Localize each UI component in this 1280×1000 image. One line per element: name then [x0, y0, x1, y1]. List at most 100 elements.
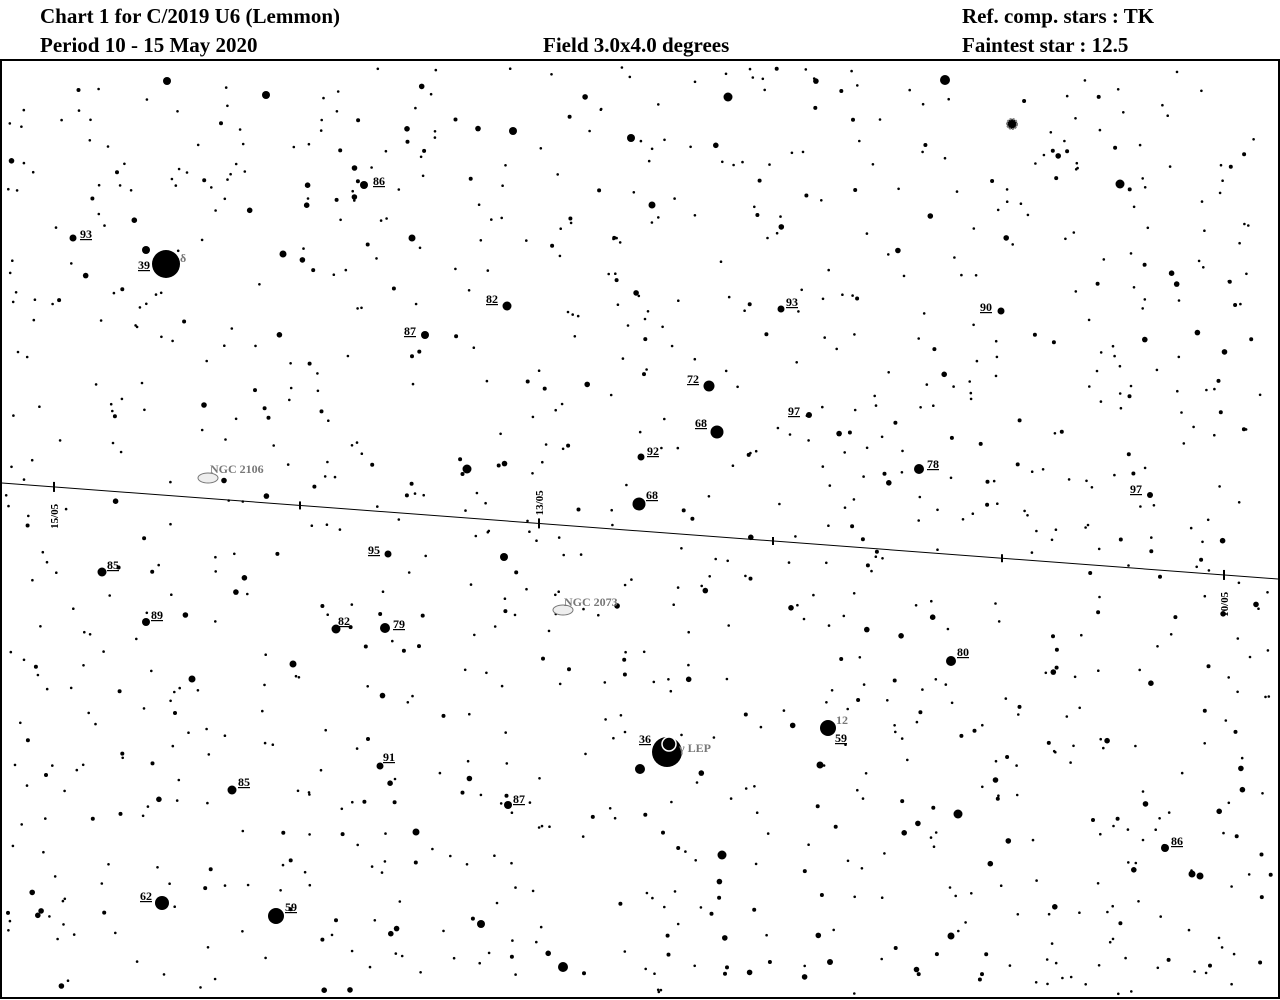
star	[1112, 824, 1115, 828]
star	[1169, 633, 1173, 636]
star	[112, 414, 117, 419]
star	[550, 73, 553, 76]
star	[118, 184, 122, 187]
star	[1097, 547, 1101, 551]
star	[490, 218, 493, 221]
star	[146, 805, 150, 808]
star	[322, 96, 325, 100]
star	[562, 553, 565, 557]
star	[1005, 200, 1009, 203]
star	[393, 777, 397, 781]
star	[694, 859, 697, 862]
star	[185, 171, 189, 174]
star	[294, 674, 298, 678]
star	[334, 918, 338, 923]
star	[1031, 838, 1035, 842]
star	[1175, 70, 1179, 74]
star	[321, 987, 328, 993]
star	[1115, 816, 1120, 821]
galaxy-marker	[552, 604, 574, 616]
bright-star	[289, 660, 297, 668]
star	[929, 836, 933, 839]
bright-star	[1188, 870, 1196, 878]
star	[208, 867, 213, 872]
star	[1208, 963, 1212, 968]
star	[614, 603, 620, 609]
star	[486, 269, 490, 272]
star	[145, 98, 149, 101]
star	[700, 584, 703, 588]
bright-star	[940, 75, 950, 85]
star	[893, 420, 898, 425]
star	[145, 302, 148, 306]
star	[266, 415, 271, 420]
star	[1131, 471, 1136, 476]
comparison-star-label: 82	[338, 614, 350, 628]
star	[1004, 697, 1008, 700]
star	[932, 347, 937, 352]
bright-star	[627, 134, 635, 142]
comparison-star	[777, 305, 785, 313]
star	[548, 825, 551, 828]
star	[1052, 904, 1058, 910]
star	[97, 212, 101, 216]
star	[590, 814, 595, 819]
star	[687, 663, 690, 667]
star	[452, 956, 456, 960]
star	[241, 575, 248, 581]
star	[677, 299, 680, 303]
star	[1015, 462, 1020, 467]
star	[1054, 176, 1059, 181]
star	[405, 139, 410, 144]
star	[717, 895, 722, 900]
star	[1159, 915, 1162, 918]
star	[1099, 400, 1103, 403]
star	[618, 241, 622, 244]
star	[819, 893, 824, 897]
star	[961, 518, 965, 521]
star	[1064, 237, 1067, 241]
bright-star	[477, 920, 485, 928]
star	[550, 243, 555, 248]
star	[1203, 229, 1206, 232]
star	[1154, 828, 1157, 831]
star	[1078, 706, 1081, 710]
star	[897, 187, 900, 191]
star	[145, 611, 149, 615]
star	[12, 414, 15, 417]
star	[936, 508, 939, 512]
star	[351, 165, 358, 171]
star	[308, 833, 311, 836]
star	[1117, 992, 1120, 996]
star	[90, 196, 95, 201]
star	[612, 736, 615, 740]
star	[1044, 671, 1048, 675]
star	[1245, 272, 1248, 276]
comparison-star	[703, 380, 715, 392]
comparison-star	[806, 412, 812, 418]
star	[788, 605, 794, 611]
comparison-star-label: 92	[647, 444, 659, 458]
star	[1238, 241, 1241, 245]
star	[880, 957, 883, 961]
star	[223, 344, 226, 348]
star	[985, 502, 990, 507]
star	[795, 361, 798, 364]
star	[847, 430, 852, 435]
star	[1259, 895, 1264, 900]
star	[1239, 786, 1246, 793]
star	[1053, 432, 1057, 435]
star	[851, 117, 855, 122]
star	[1091, 818, 1095, 822]
comparison-star-label: 85	[107, 558, 119, 572]
star	[360, 306, 363, 310]
star	[776, 426, 780, 430]
star	[860, 867, 864, 870]
star	[202, 178, 207, 183]
star	[531, 472, 534, 475]
star	[887, 253, 890, 256]
star	[567, 114, 572, 119]
star	[670, 800, 673, 804]
star	[1051, 634, 1055, 639]
star	[1207, 569, 1211, 572]
